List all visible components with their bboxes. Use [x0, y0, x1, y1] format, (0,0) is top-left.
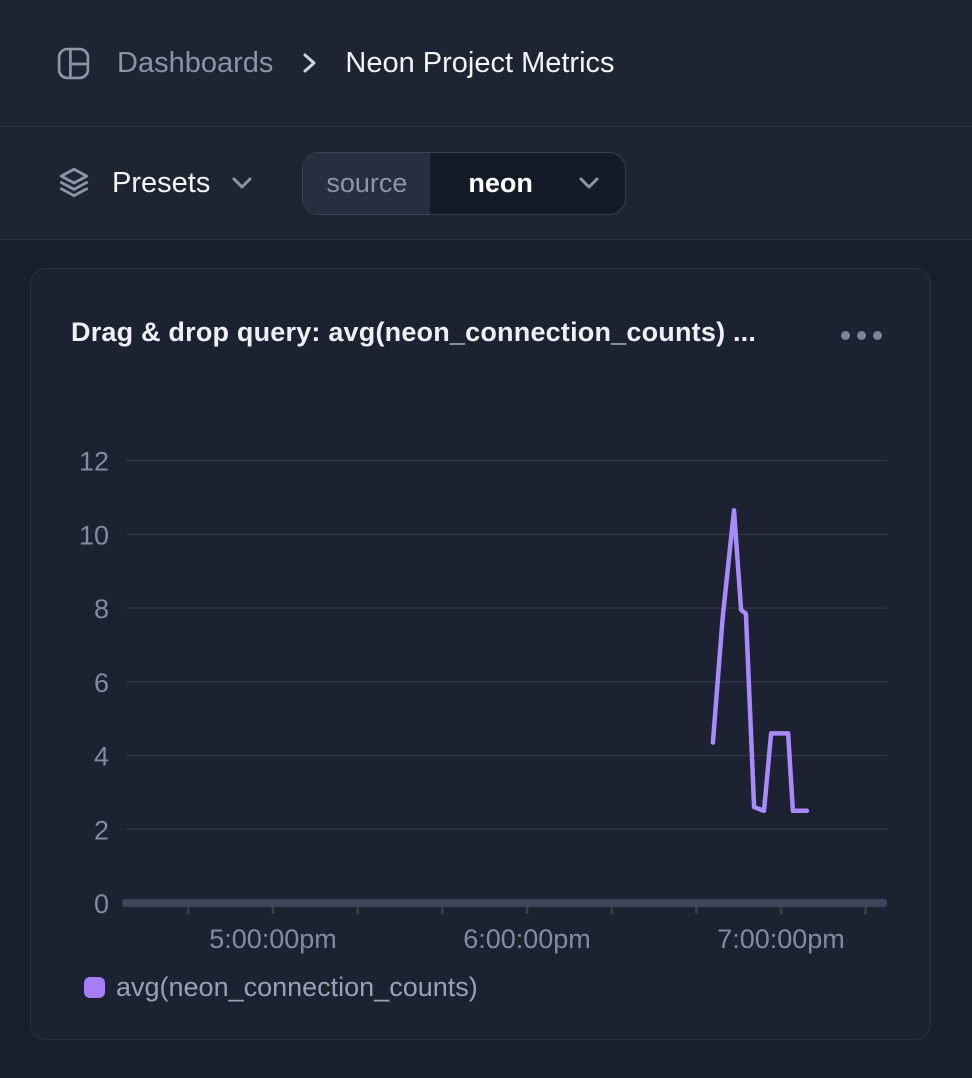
panel-title: Drag & drop query: avg(neon_connection_c… — [71, 317, 757, 347]
filters-toolbar: Presets source neon — [0, 127, 972, 240]
svg-text:4: 4 — [94, 742, 109, 772]
legend-label: avg(neon_connection_counts) — [116, 972, 478, 1002]
presets-dropdown-button[interactable]: Presets — [56, 165, 254, 201]
breadcrumb: Dashboards Neon Project Metrics — [56, 46, 615, 81]
panel-menu-button[interactable] — [837, 327, 886, 344]
chevron-down-icon — [577, 175, 601, 191]
dashboards-grid-icon — [56, 46, 91, 81]
legend-swatch — [84, 977, 105, 998]
svg-text:0: 0 — [94, 889, 109, 919]
x-axis-labels: 5:00:00pm 6:00:00pm 7:00:00pm — [209, 924, 845, 954]
metrics-chart[interactable]: 0 2 4 6 8 10 12 5:00:00pm 6:00:00pm 7:00:00pm — [31, 269, 930, 1039]
source-filter-value-selector[interactable]: neon — [430, 152, 625, 214]
chevron-down-icon — [230, 175, 254, 191]
breadcrumb-dashboards-link[interactable]: Dashboards — [117, 46, 274, 79]
x-axis-line — [122, 899, 887, 907]
ellipsis-icon — [841, 331, 850, 340]
svg-text:10: 10 — [79, 520, 109, 550]
svg-text:7:00:00pm: 7:00:00pm — [717, 924, 845, 954]
legend-item[interactable]: avg(neon_connection_counts) — [84, 972, 478, 1003]
series-line — [710, 508, 810, 814]
svg-text:6:00:00pm: 6:00:00pm — [463, 924, 591, 954]
x-axis-ticks — [187, 907, 867, 914]
presets-label: Presets — [112, 166, 211, 199]
source-filter-key[interactable]: source — [303, 152, 431, 214]
svg-text:2: 2 — [94, 815, 109, 845]
layers-icon — [56, 165, 92, 201]
breadcrumb-current-page: Neon Project Metrics — [345, 46, 615, 79]
chart-panel: 0 2 4 6 8 10 12 5:00:00pm 6:00:00pm 7:00:00pm Dra… — [30, 268, 931, 1040]
app-header: Dashboards Neon Project Metrics — [0, 0, 972, 127]
y-axis-labels: 0 2 4 6 8 10 12 — [79, 447, 109, 919]
svg-text:5:00:00pm: 5:00:00pm — [209, 924, 337, 954]
svg-text:12: 12 — [79, 447, 109, 477]
source-filter-pill[interactable]: source neon — [302, 151, 626, 215]
chevron-right-icon — [299, 50, 319, 76]
svg-text:8: 8 — [94, 594, 109, 624]
gridlines — [126, 459, 887, 831]
dashboard-content: 0 2 4 6 8 10 12 5:00:00pm 6:00:00pm 7:00:00pm Dra… — [0, 240, 972, 1068]
source-filter-value: neon — [468, 167, 533, 198]
svg-text:6: 6 — [94, 668, 109, 698]
